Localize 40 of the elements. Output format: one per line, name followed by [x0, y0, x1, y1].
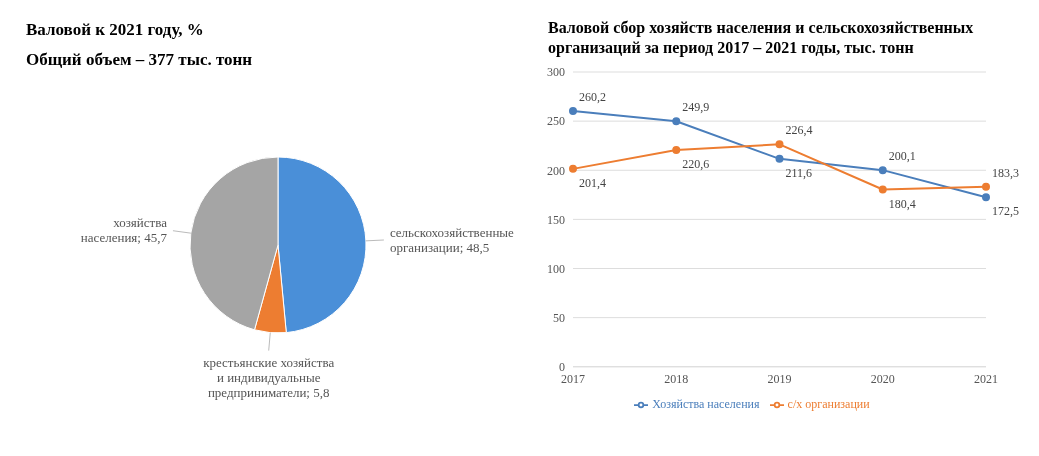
data-label: 211,6 — [785, 165, 813, 180]
y-tick-label: 300 — [547, 65, 565, 80]
slice-label: крестьянские хозяйства и индивидуальные предприниматели; 5,8 — [203, 354, 335, 400]
x-tick-label: 2019 — [767, 372, 792, 387]
y-tick-label: 250 — [547, 114, 565, 129]
data-label: 226,4 — [785, 123, 813, 138]
data-label: 200,1 — [888, 149, 916, 164]
point — [878, 185, 887, 194]
point — [878, 166, 887, 175]
point — [569, 164, 577, 173]
point — [775, 140, 784, 149]
y-tick-label: 100 — [547, 261, 565, 276]
chart-title: Валовой к 2021 году, % — [26, 20, 205, 40]
point — [982, 182, 990, 191]
data-label: 183,3 — [992, 165, 1019, 180]
data-label: 180,4 — [888, 196, 916, 211]
point — [569, 107, 577, 116]
point — [775, 154, 784, 163]
y-tick-label: 50 — [553, 310, 565, 325]
point — [672, 146, 681, 155]
data-label: 249,9 — [682, 100, 710, 115]
slice-label: сельскохозяйственные организации; 48,5 — [389, 224, 515, 255]
legend-label: с/х организации — [787, 396, 870, 411]
y-tick-label: 200 — [547, 163, 565, 178]
chart-title: Валовой сбор хозяйств населения и сельскохозяйственных организаций за период 2017 – 2021 годы, тыс. тонн — [548, 18, 975, 58]
x-tick-label: 2020 — [870, 372, 895, 387]
point — [982, 193, 990, 202]
legend-label: Хозяйства населения — [652, 396, 760, 411]
data-label: 260,2 — [579, 90, 606, 105]
x-tick-label: 2018 — [664, 372, 689, 387]
y-tick-label: 150 — [547, 212, 565, 227]
data-label: 220,6 — [682, 157, 710, 172]
y-tick-label: 0 — [559, 360, 565, 375]
data-label: 172,5 — [992, 204, 1019, 219]
slice-label: хозяйства населения; 45,7 — [80, 215, 168, 246]
data-label: 201,4 — [579, 175, 606, 190]
x-tick-label: 2017 — [561, 372, 585, 387]
x-tick-label: 2021 — [974, 372, 998, 387]
point — [672, 117, 681, 126]
chart-subtitle: Общий объем – 377 тыс. тонн — [26, 50, 254, 70]
